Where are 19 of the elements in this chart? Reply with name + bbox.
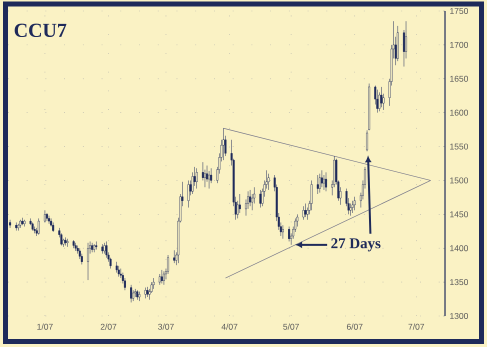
- y-tick-label: 1350: [450, 279, 468, 286]
- x-tick-label: 5/07: [283, 324, 299, 330]
- y-tick-label: 1400: [450, 245, 468, 252]
- y-tick-label: 1750: [450, 8, 468, 14]
- x-tick-label: 7/07: [408, 324, 424, 330]
- y-tick-label: 1650: [450, 76, 468, 82]
- y-tick-label: 1500: [450, 177, 468, 184]
- x-tick-label: 4/07: [222, 324, 238, 330]
- y-tick-label: 1550: [450, 144, 468, 150]
- annotation: 27 Days: [331, 238, 381, 252]
- chart-title: CCU7: [14, 24, 66, 38]
- x-tick-label: 6/07: [346, 324, 363, 330]
- x-tick-label: 3/07: [158, 324, 174, 330]
- x-tick-label: 1/07: [37, 324, 53, 330]
- x-tick-label: 2/07: [100, 324, 116, 330]
- y-tick-label: 1300: [450, 313, 468, 319]
- y-tick-label: 1700: [450, 42, 468, 48]
- y-tick-label: 1450: [450, 211, 468, 218]
- y-tick-label: 1600: [450, 110, 468, 116]
